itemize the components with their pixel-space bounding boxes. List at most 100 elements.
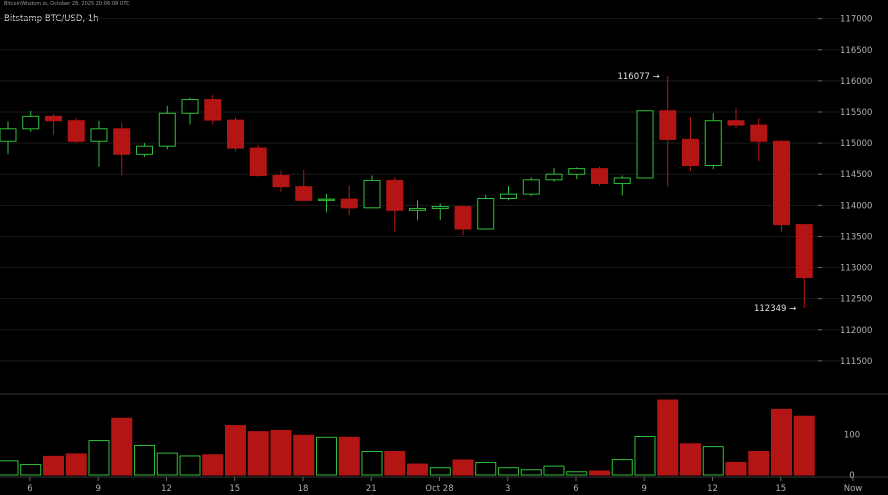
volume-bar <box>634 436 656 476</box>
candle-body <box>249 147 267 176</box>
volume-bar <box>589 470 610 476</box>
candle-body <box>636 110 654 179</box>
candle-body <box>90 128 108 142</box>
volume-bar <box>247 431 269 476</box>
candle-body <box>340 198 358 209</box>
candle-body <box>545 173 563 181</box>
price-axis-label: 112500 <box>840 295 872 305</box>
time-axis-label: 21 <box>366 484 377 494</box>
volume-bar <box>566 471 588 476</box>
candle-body <box>682 138 699 167</box>
volume-bar <box>793 415 815 476</box>
time-axis-label: 6 <box>573 484 578 494</box>
candle-body <box>363 179 381 209</box>
volume-bar <box>202 454 224 476</box>
volume-bar <box>611 459 633 476</box>
volume-axis-label: 100 <box>844 430 860 440</box>
candle-body <box>431 206 449 209</box>
volume-bar <box>520 469 542 476</box>
candle-body <box>773 140 790 226</box>
candle-body <box>568 168 586 175</box>
volume-bar <box>316 436 337 476</box>
volume-bar <box>543 465 565 476</box>
volume-axis-label: 0 <box>849 471 854 481</box>
candle-body <box>295 186 313 201</box>
price-axis-label: 115500 <box>840 108 872 118</box>
price-axis-label: 112000 <box>840 326 872 336</box>
volume-bar <box>270 429 292 476</box>
volume-bar <box>361 450 383 476</box>
price-annotation: 112349 → <box>754 304 796 314</box>
price-axis-label: 117000 <box>840 15 872 25</box>
candle-body <box>591 168 608 185</box>
candle-body <box>45 115 62 122</box>
volume-bar <box>65 453 87 476</box>
candle-body <box>386 179 404 211</box>
price-annotation: 116077 → <box>617 72 659 82</box>
candle-body <box>454 206 472 230</box>
candle-body <box>659 110 677 140</box>
volume-bar <box>680 443 701 476</box>
time-axis-label: 18 <box>298 484 309 494</box>
price-axis-label: 114500 <box>840 170 872 180</box>
time-axis-label: 15 <box>775 484 786 494</box>
volume-bar <box>88 440 110 476</box>
volume-bar <box>429 467 451 476</box>
volume-bar <box>407 463 428 476</box>
candle-body <box>409 207 426 211</box>
volume-bar <box>725 461 747 476</box>
volume-bar <box>111 417 133 476</box>
candle-body <box>272 174 290 188</box>
price-axis-label: 111500 <box>840 357 872 367</box>
volume-bar <box>156 452 178 476</box>
volume-bar <box>657 399 679 476</box>
price-axis-label: 116000 <box>840 77 872 87</box>
candle-body <box>318 198 335 201</box>
volume-bar <box>384 450 406 476</box>
candle-body <box>0 128 17 142</box>
volume-bar <box>0 460 19 476</box>
candle-body <box>181 99 199 114</box>
volume-bar <box>338 436 360 476</box>
candle-body <box>704 120 722 167</box>
price-axis-label: 113000 <box>840 264 872 274</box>
candle-body <box>477 197 495 230</box>
candle-body <box>67 120 85 142</box>
time-axis-label: 6 <box>27 484 32 494</box>
candle-body <box>158 112 176 147</box>
volume-bar <box>225 425 246 476</box>
volume-bar <box>134 444 155 476</box>
candle-body <box>22 115 40 130</box>
candle-body <box>227 119 244 149</box>
volume-bar <box>452 459 474 476</box>
candle-body <box>522 179 540 195</box>
candle-body <box>750 124 768 142</box>
price-axis-label: 115000 <box>840 139 872 149</box>
watermark-text: BitcoinWisdom.io, October 28, 2025 20:06… <box>4 1 130 7</box>
candle-body <box>795 224 813 279</box>
candle-body <box>613 177 631 185</box>
time-axis-label: 15 <box>229 484 240 494</box>
price-axis-label: 116500 <box>840 46 872 56</box>
candle-body <box>500 193 517 199</box>
candle-body <box>727 120 745 126</box>
volume-bar <box>702 446 724 476</box>
volume-bar <box>43 455 64 476</box>
volume-bar <box>293 434 315 476</box>
volume-bar <box>498 467 519 476</box>
volume-bar <box>771 408 792 476</box>
time-axis-label: Oct 28 <box>425 484 453 494</box>
candle-body <box>113 128 131 155</box>
volume-bar <box>748 450 770 476</box>
price-axis-label: 114000 <box>840 201 872 211</box>
time-axis-label: 9 <box>642 484 647 494</box>
price-axis-label: 113500 <box>840 232 872 242</box>
time-axis-label: Now <box>844 484 863 494</box>
volume-bar <box>179 455 201 476</box>
volume-bar <box>20 463 42 476</box>
candle-body <box>204 99 222 121</box>
volume-bar <box>475 461 497 476</box>
time-axis-label: 12 <box>161 484 172 494</box>
time-axis-label: 9 <box>96 484 101 494</box>
